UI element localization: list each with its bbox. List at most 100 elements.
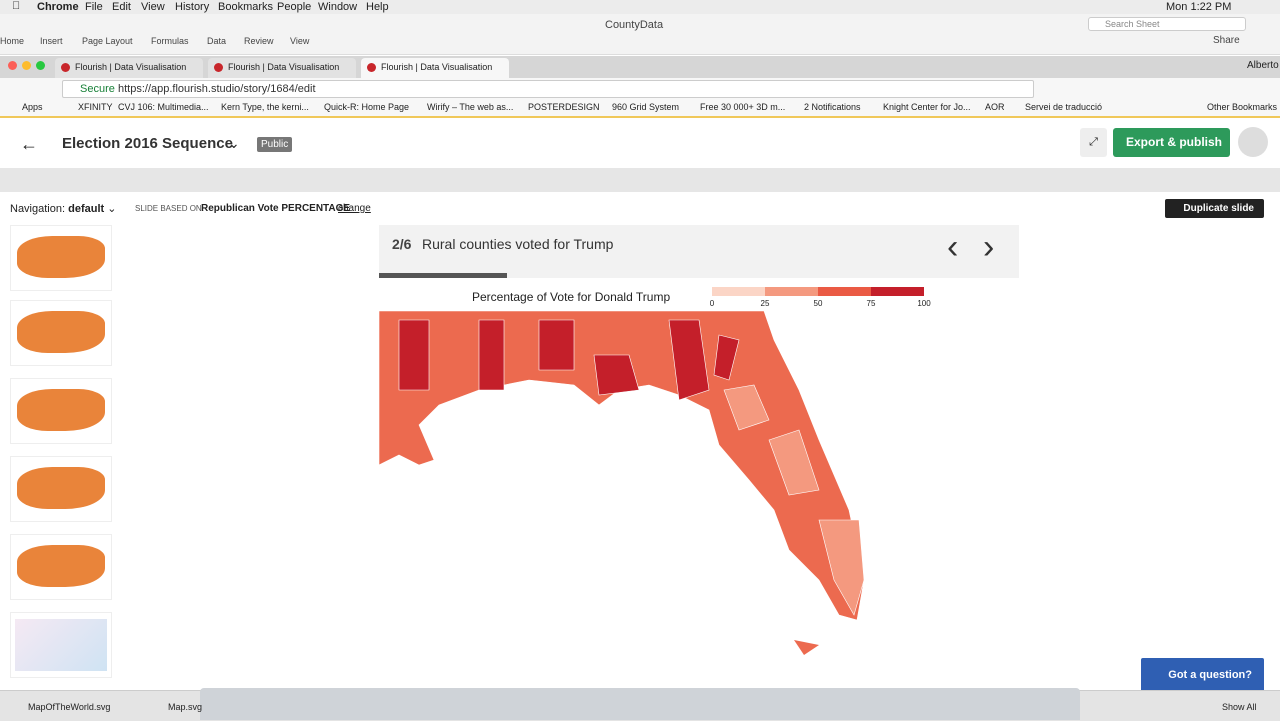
nav-label: Navigation: [10, 203, 66, 215]
duplicate-label[interactable]: Duplicate slide [1183, 203, 1254, 214]
legend-swatch [818, 287, 871, 296]
legend-swatch [712, 287, 765, 296]
ribbon-tab[interactable]: Insert [40, 36, 63, 46]
apple-icon[interactable]:  [12, 0, 20, 12]
ribbon-tab[interactable]: View [290, 36, 310, 46]
slide-thumbnail[interactable] [10, 378, 112, 444]
next-slide[interactable]: › [983, 228, 995, 266]
help-label[interactable]: Got a question? [1168, 669, 1252, 681]
tab-title[interactable]: Flourish | Data Visualisation & [228, 62, 340, 72]
visibility-badge[interactable]: Public [257, 137, 293, 152]
ribbon-tab[interactable]: Page Layout [82, 36, 133, 46]
download-item[interactable]: MapOfTheWorld.svg [28, 702, 111, 712]
menu-item[interactable]: View [141, 1, 165, 13]
ribbon-tab[interactable]: Data [207, 36, 227, 46]
menu-item[interactable]: People [277, 1, 312, 13]
show-all[interactable]: Show All [1222, 702, 1257, 712]
search-box[interactable]: Search Sheet [1088, 17, 1246, 31]
back-arrow[interactable]: ← [20, 134, 38, 154]
bookmarks-bar [0, 99, 1280, 118]
menu-item[interactable]: File [85, 1, 103, 13]
legend-tick: 50 [813, 299, 823, 308]
slide-thumbnail[interactable] [10, 534, 112, 600]
close-window[interactable] [8, 61, 17, 70]
slide-thumbnail[interactable] [10, 225, 112, 291]
slide-header [379, 225, 1019, 278]
light-counties [723, 384, 865, 616]
thumbnail-map [17, 467, 105, 509]
slide-thumbnail[interactable] [10, 300, 112, 366]
profile-name[interactable]: Alberto [1247, 60, 1279, 71]
slide-caption: Rural counties voted for Trump [422, 236, 614, 252]
bookmark[interactable]: CVJ 106: Multimedia... [118, 102, 209, 112]
omnibox[interactable] [62, 80, 1034, 98]
legend-swatch [765, 287, 818, 296]
navigation-label: Navigation: default ⌄ [10, 203, 117, 215]
thumbnail-map [17, 545, 105, 587]
slide-thumbnail[interactable] [10, 612, 112, 678]
tab-icon [61, 63, 70, 72]
bookmark[interactable]: Kern Type, the kerni... [221, 102, 309, 112]
fullscreen[interactable]: ⤢ [1080, 128, 1107, 157]
ribbon-tab[interactable]: Review [244, 36, 274, 46]
device-bar [0, 168, 1280, 192]
dock [200, 688, 1080, 720]
bookmark[interactable]: Quick-R: Home Page [324, 102, 410, 112]
change-link[interactable]: change [338, 203, 371, 214]
menu-item[interactable]: History [175, 1, 210, 13]
bookmark[interactable]: AOR [985, 102, 1005, 112]
bookmark[interactable]: Apps [22, 102, 43, 112]
other-bookmarks[interactable]: Other Bookmarks [1207, 102, 1278, 112]
url[interactable]: https://app.flourish.studio/story/1684/e… [118, 83, 316, 95]
legend-title: Percentage of Vote for Donald Trump [472, 290, 671, 304]
secure-label: Secure [80, 83, 115, 95]
thumbnail-map [17, 236, 105, 278]
bookmark[interactable]: XFINITY [78, 102, 113, 112]
share[interactable]: Share [1213, 35, 1240, 46]
minimize-window[interactable] [22, 61, 31, 70]
menu-item[interactable]: Edit [112, 1, 131, 13]
title-dropdown[interactable]: ⌄ [228, 135, 240, 151]
dataset-name: Republican Vote PERCENTAGE [201, 203, 351, 214]
export-button[interactable]: Export & publish [1113, 128, 1230, 157]
nav-value[interactable]: default [68, 203, 105, 215]
tab-title[interactable]: Flourish | Data Visualisation & [75, 62, 187, 72]
slide-based-on: SLIDE BASED ON: [135, 204, 204, 213]
prev-slide[interactable]: ‹ [947, 228, 959, 266]
slide-thumbnail[interactable] [10, 456, 112, 522]
thumbnail-map [17, 311, 105, 353]
legend-tick: 0 [709, 299, 715, 308]
bookmark[interactable]: Knight Center for Jo... [883, 102, 971, 112]
bookmark[interactable]: Free 30 000+ 3D m... [700, 102, 786, 112]
duplicate-button[interactable]: Duplicate slide [1165, 199, 1264, 218]
bookmark[interactable]: POSTERDESIGN [528, 102, 600, 112]
bookmark[interactable]: 2 Notifications [804, 102, 861, 112]
app-name[interactable]: Chrome [37, 1, 79, 13]
tab-title[interactable]: Flourish | Data Visualisation & [381, 62, 493, 72]
bookmark[interactable]: Wirify – The web as... [427, 102, 514, 112]
browser-tab[interactable] [55, 58, 203, 78]
ribbon-tab[interactable]: Home [0, 36, 25, 46]
keys [794, 640, 819, 655]
browser-tab[interactable] [208, 58, 356, 78]
progress-bar [379, 273, 507, 278]
help-button[interactable]: Got a question? [1141, 658, 1264, 692]
story-title[interactable]: Election 2016 Sequence [62, 135, 233, 152]
download-item[interactable]: Map.svg [168, 702, 203, 712]
bookmark[interactable]: 960 Grid System [612, 102, 680, 112]
menu-item[interactable]: Bookmarks [218, 1, 274, 13]
legend-tick: 75 [866, 299, 876, 308]
excel-toolbar [0, 14, 1280, 55]
browser-tab[interactable] [361, 58, 509, 78]
ribbon-tab[interactable]: Formulas [151, 36, 189, 46]
bookmark[interactable]: Servei de traducció [1025, 102, 1103, 112]
avatar[interactable] [1238, 127, 1268, 157]
tab-icon [367, 63, 376, 72]
zoom-window[interactable] [36, 61, 45, 70]
thumbnail-lines [15, 619, 107, 671]
menu-item[interactable]: Help [366, 1, 389, 13]
map [379, 287, 924, 655]
export-label[interactable]: Export & publish [1126, 135, 1222, 149]
menu-item[interactable]: Window [318, 1, 358, 13]
